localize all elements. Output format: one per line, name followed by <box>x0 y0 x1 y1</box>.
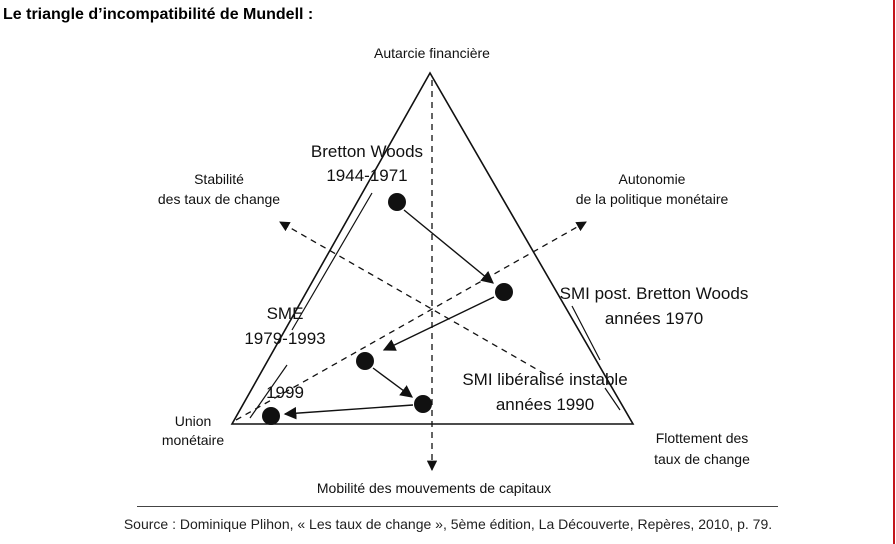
regime-sme-label-line2: 1979-1993 <box>244 329 325 348</box>
arrow-bretton-to-smi-post <box>403 209 494 284</box>
page-frame-border <box>893 0 895 544</box>
regime-smi-liberal-label-line1: SMI libéralisé instable <box>462 370 627 389</box>
arrow-sme-to-smi-liberal <box>372 367 414 398</box>
regime-bretton-woods-label-line1: Bretton Woods <box>311 142 423 161</box>
regime-sme-label-line1: SME <box>267 304 304 323</box>
autonomy-axis-line <box>235 221 587 421</box>
regime-bretton-woods-label-line2: 1944-1971 <box>326 166 407 185</box>
leader-bretton-woods <box>291 192 373 331</box>
arrow-smi-liberal-to-1999 <box>283 404 414 420</box>
axis-stability-label-line2: des taux de change <box>158 191 280 207</box>
point-smi-post-bretton-woods <box>495 283 513 301</box>
regime-smi-post-label-line2: années 1970 <box>605 309 703 328</box>
stability-axis-line <box>279 221 546 375</box>
page-heading: Le triangle d’incompatibilité de Mundell… <box>3 6 314 23</box>
axis-mobility-label: Mobilité des mouvements de capitaux <box>317 480 551 496</box>
vertex-union-label-line1: Union <box>175 413 212 429</box>
point-sme <box>356 352 374 370</box>
point-bretton-woods <box>388 193 406 211</box>
leader-smi-liberal <box>604 387 621 411</box>
point-1999 <box>262 407 280 425</box>
vertex-flottement-label-line1: Flottement des <box>656 430 749 446</box>
point-smi-liberal <box>414 395 432 413</box>
leader-smi-post <box>571 305 601 361</box>
regime-smi-liberal-label-line2: années 1990 <box>496 395 594 414</box>
leader-sme <box>249 364 288 419</box>
regime-smi-post-label-line1: SMI post. Bretton Woods <box>560 284 749 303</box>
source-divider <box>137 506 778 507</box>
axis-autonomy-label-line2: de la politique monétaire <box>576 191 729 207</box>
regime-1999-label: 1999 <box>266 383 304 402</box>
arrow-smi-post-to-sme <box>382 296 495 351</box>
vertex-autarcie-label: Autarcie financière <box>374 45 490 61</box>
axis-autonomy-label-line1: Autonomie <box>619 171 686 187</box>
vertex-union-label-line2: monétaire <box>162 432 224 448</box>
vertex-flottement-label-line2: taux de change <box>654 451 750 467</box>
source-citation: Source : Dominique Plihon, « Les taux de… <box>123 516 773 532</box>
axis-stability-label-line1: Stabilité <box>194 171 244 187</box>
